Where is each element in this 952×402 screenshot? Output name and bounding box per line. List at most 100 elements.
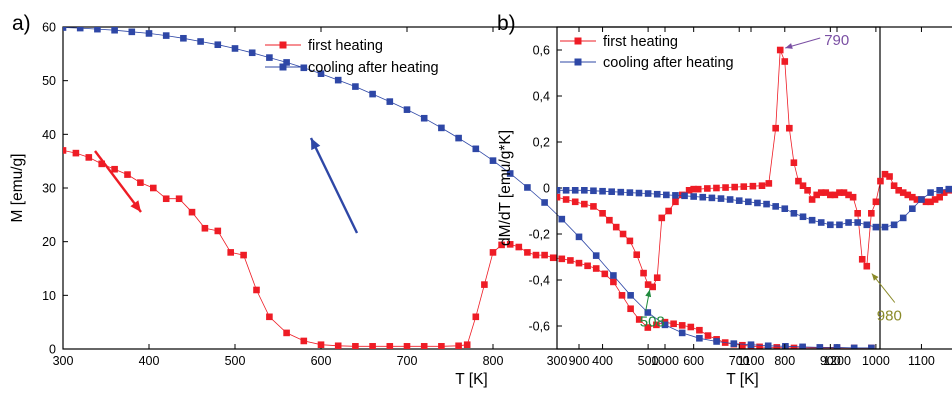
plot-area [63,27,875,349]
data-point [369,343,376,349]
panel-label: a) [12,12,31,35]
data-point [765,180,773,187]
x-tick-label: 600 [311,354,332,368]
x-axis-label: T [K] [726,371,758,388]
y-tick-label: 40 [42,128,56,142]
data-point [498,241,505,249]
data-point [619,230,627,238]
data-point [840,189,848,196]
data-point [227,249,234,256]
x-tick-label: 300 [53,354,74,368]
data-point [747,341,755,349]
data-point [799,213,807,221]
data-point [334,342,342,349]
data-point [899,189,907,196]
x-tick-label: 300 [547,354,568,368]
data-point [936,187,943,194]
data-point [713,338,720,345]
panel-a: a)300 400 500 600 700 800 900 1000 1100 120001020… [9,12,881,388]
legend-label: cooling after heating [308,60,439,76]
y-tick-label: 30 [42,182,56,196]
data-point [681,192,688,200]
data-point [98,160,105,168]
data-point [854,219,861,226]
data-point [817,219,825,226]
data-point [626,237,634,245]
y-tick-label: 0 [543,182,550,196]
data-point [713,184,720,192]
y-axis-label: dM/dT [emu/g*K] [497,130,514,246]
data-point [694,185,702,193]
data-point [506,241,514,248]
data-point [403,106,411,113]
data-point [590,187,597,195]
data-point [745,198,752,206]
data-point [790,344,798,349]
data-point [685,187,693,194]
legend-label: cooling after heating [603,55,734,71]
data-point [581,200,588,208]
data-point [610,272,617,279]
data-point [85,154,93,161]
data-point [644,324,652,331]
data-point [128,28,136,36]
data-point [790,159,798,166]
data-point [557,187,561,194]
data-point [162,195,170,203]
data-point [670,320,677,328]
data-point [827,191,834,199]
data-point [936,193,943,201]
y-tick-label: 0,6 [533,44,550,58]
data-point [877,177,884,185]
data-point [640,269,647,277]
data-point [231,45,239,52]
data-point [472,145,480,153]
data-point [506,170,514,177]
data-point [849,193,857,201]
data-point [524,249,531,256]
data-point [678,322,686,329]
legend-marker [279,63,287,71]
data-point [557,193,561,201]
data-point [592,252,600,259]
data-point [661,321,669,329]
data-point [653,274,661,281]
data-point [63,147,67,154]
data-point [665,207,672,215]
plot-frame [62,26,881,350]
data-point [704,185,711,192]
data-point [515,243,523,251]
data-point [854,210,861,217]
annotation-pointer-head [871,273,879,281]
data-point [918,196,925,203]
data-point [663,191,670,199]
data-point [699,193,707,201]
data-point [799,182,807,189]
y-tick-label: 60 [42,21,56,35]
y-axis-label: M [emu/g] [9,154,26,223]
data-point [644,190,652,197]
data-point [558,215,566,223]
series-line-0 [557,49,952,288]
data-point [489,249,497,256]
data-point [369,90,376,98]
data-point [735,197,743,204]
data-point [162,32,170,39]
data-point [863,221,871,229]
legend-label: first heating [603,34,678,50]
data-point [940,189,948,196]
data-point [756,343,763,349]
plot-area [557,46,952,291]
annotation-label: 790 [824,32,849,49]
data-point [317,341,325,349]
annotation-pointer-head [785,43,793,49]
data-point [584,262,591,270]
data-point [438,343,445,349]
data-point [817,189,825,196]
data-point [352,83,359,90]
data-point [612,223,620,231]
data-point [581,187,588,194]
heating-direction-arrow-head [130,200,141,212]
x-tick-label: 400 [139,354,160,368]
data-point [763,200,770,208]
